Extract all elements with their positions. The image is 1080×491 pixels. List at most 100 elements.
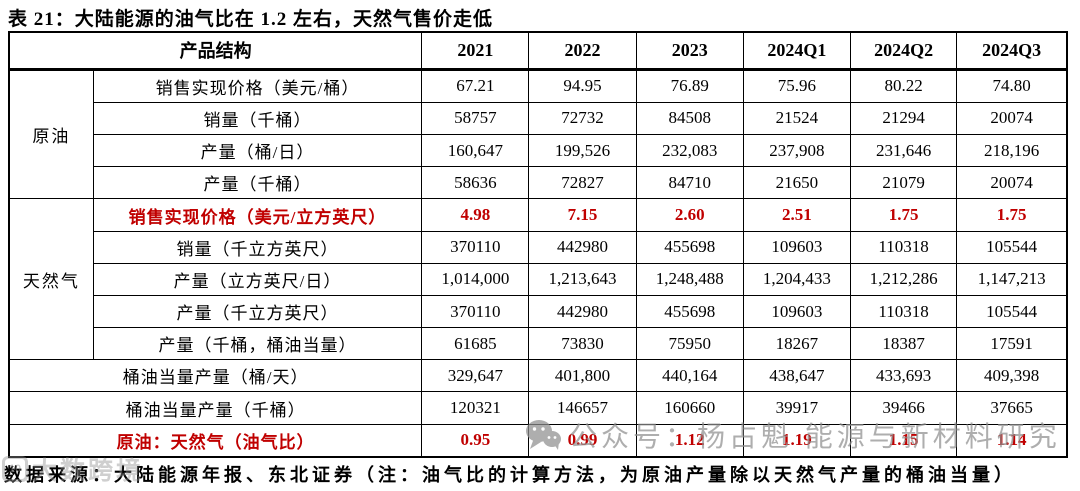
header-year: 2024Q1 <box>742 31 852 71</box>
header-year: 2023 <box>635 31 744 71</box>
value-cell: 1.75 <box>850 198 958 232</box>
header-product-structure: 产品结构 <box>8 31 423 71</box>
value-cell: 7.15 <box>528 198 637 232</box>
row-label: 产量（千桶） <box>92 166 423 200</box>
value-cell: 455698 <box>635 230 744 264</box>
table-row: 产量（立方英尺/日） 1,014,000 1,213,643 1,248,488 1,2… <box>9 262 1068 296</box>
value-cell: 18387 <box>850 327 958 361</box>
table-row: 天然气 销售实现价格（美元/立方英尺） 4.98 7.15 2.60 2.51 1.75 1.… <box>8 198 1068 361</box>
value-cell: 199,526 <box>528 134 637 168</box>
value-cell: 1,248,488 <box>635 262 744 296</box>
value-cell: 440,164 <box>635 359 744 393</box>
value-cell: 1.12 <box>635 423 744 458</box>
value-cell: 160660 <box>635 391 744 425</box>
value-cell: 84710 <box>635 166 744 200</box>
value-cell: 409,398 <box>956 359 1068 393</box>
value-cell: 17591 <box>956 327 1068 361</box>
value-cell: 21079 <box>850 166 958 200</box>
value-cell: 73830 <box>528 327 637 361</box>
value-cell: 401,800 <box>528 359 637 393</box>
table-row: 产量（桶/日） 160,647 199,526 232,083 237,908 231,6… <box>9 134 1068 168</box>
value-cell: 120321 <box>421 391 530 425</box>
value-cell: 0.95 <box>421 423 530 458</box>
table-row: 产量（千立方英尺） 370110 442980 455698 109603 110318 1… <box>9 294 1068 329</box>
table-caption: 表 21：大陆能源的油气比在 1.2 左右，天然气售价走低 <box>8 9 494 30</box>
value-cell: 109603 <box>742 230 852 264</box>
table-header: 产品结构 2021 2022 2023 2024Q1 2024Q2 2024Q3 <box>8 31 1068 71</box>
value-cell: 72827 <box>528 166 637 200</box>
row-label: 产量（立方英尺/日） <box>92 262 423 296</box>
value-cell: 370110 <box>421 294 530 329</box>
value-cell: 76.89 <box>635 68 744 103</box>
header-year: 2024Q3 <box>956 31 1068 71</box>
row-label: 销售实现价格（美元/桶） <box>92 68 423 103</box>
value-cell: 74.80 <box>956 68 1068 103</box>
value-cell: 2.60 <box>635 198 744 232</box>
value-cell: 370110 <box>421 230 530 264</box>
table-row: 销量（千立方英尺） 370110 442980 455698 109603 110318 1… <box>9 230 1068 264</box>
value-cell: 1,212,286 <box>850 262 958 296</box>
group-name: 天然气 <box>8 198 94 361</box>
value-cell: 21650 <box>742 166 852 200</box>
value-cell: 67.21 <box>421 68 530 103</box>
value-cell: 84508 <box>635 101 744 136</box>
value-cell: 442980 <box>528 230 637 264</box>
table-row: 产量（千桶） 58636 72827 84710 21650 21079 20074 <box>9 166 1068 200</box>
value-cell: 1.75 <box>956 198 1068 232</box>
header-year: 2022 <box>528 31 637 71</box>
value-cell: 109603 <box>742 294 852 329</box>
value-cell: 442980 <box>528 294 637 329</box>
value-cell: 433,693 <box>850 359 958 393</box>
row-label: 桶油当量产量（桶/天） <box>8 359 423 393</box>
value-cell: 105544 <box>956 294 1068 329</box>
value-cell: 21524 <box>742 101 852 136</box>
value-cell: 110318 <box>850 294 958 329</box>
value-cell: 1,014,000 <box>421 262 530 296</box>
value-cell: 75.96 <box>742 68 852 103</box>
value-cell: 21294 <box>850 101 958 136</box>
value-cell: 110318 <box>850 230 958 264</box>
table-row: 桶油当量产量（千桶） 120321 146657 160660 39917 39466 37… <box>8 391 1068 425</box>
row-label: 销量（千立方英尺） <box>92 230 423 264</box>
value-cell: 218,196 <box>956 134 1068 168</box>
table-body: 原油 销售实现价格（美元/桶） 67.21 94.95 76.89 75.96 80.22 7… <box>8 68 1068 458</box>
value-cell: 160,647 <box>421 134 530 168</box>
value-cell: 39466 <box>850 391 958 425</box>
value-cell: 80.22 <box>850 68 958 103</box>
row-label: 产量（千桶，桶油当量） <box>92 327 423 361</box>
table-row: 销量（千桶） 58757 72732 84508 21524 21294 20074 <box>9 101 1068 136</box>
value-cell: 18267 <box>742 327 852 361</box>
row-label: 销售实现价格（美元/立方英尺） <box>92 198 423 232</box>
value-cell: 329,647 <box>421 359 530 393</box>
table-row: 桶油当量产量（桶/天） 329,647 401,800 440,164 438,647 4… <box>8 359 1068 393</box>
row-label: 销量（千桶） <box>92 101 423 136</box>
value-cell: 232,083 <box>635 134 744 168</box>
energy-data-table: 产品结构 2021 2022 2023 2024Q1 2024Q2 2024Q3 原油 销售实… <box>8 31 1068 458</box>
value-cell: 1,204,433 <box>742 262 852 296</box>
table-row: 原油 销售实现价格（美元/桶） 67.21 94.95 76.89 75.96 80.22 7… <box>8 68 1068 200</box>
value-cell: 0.99 <box>528 423 637 458</box>
value-cell: 94.95 <box>528 68 637 103</box>
value-cell: 105544 <box>956 230 1068 264</box>
value-cell: 237,908 <box>742 134 852 168</box>
header-year: 2024Q2 <box>850 31 958 71</box>
row-label: 原油：天然气（油气比） <box>8 423 423 458</box>
row-label: 产量（桶/日） <box>92 134 423 168</box>
source-note: 数据来源：大陆能源年报、东北证券（注：油气比的计算方法，为原油产量除以天然气产量… <box>4 465 1016 485</box>
value-cell: 39917 <box>742 391 852 425</box>
value-cell: 20074 <box>956 101 1068 136</box>
value-cell: 1.14 <box>956 423 1068 458</box>
value-cell: 58636 <box>421 166 530 200</box>
value-cell: 58757 <box>421 101 530 136</box>
value-cell: 1,147,213 <box>956 262 1068 296</box>
value-cell: 75950 <box>635 327 744 361</box>
row-label: 桶油当量产量（千桶） <box>8 391 423 425</box>
value-cell: 61685 <box>421 327 530 361</box>
header-year: 2021 <box>421 31 530 71</box>
value-cell: 231,646 <box>850 134 958 168</box>
value-cell: 72732 <box>528 101 637 136</box>
table-row: 产量（千桶，桶油当量） 61685 73830 75950 18267 18387 1759… <box>9 327 1068 361</box>
value-cell: 438,647 <box>742 359 852 393</box>
value-cell: 20074 <box>956 166 1068 200</box>
value-cell: 4.98 <box>421 198 530 232</box>
